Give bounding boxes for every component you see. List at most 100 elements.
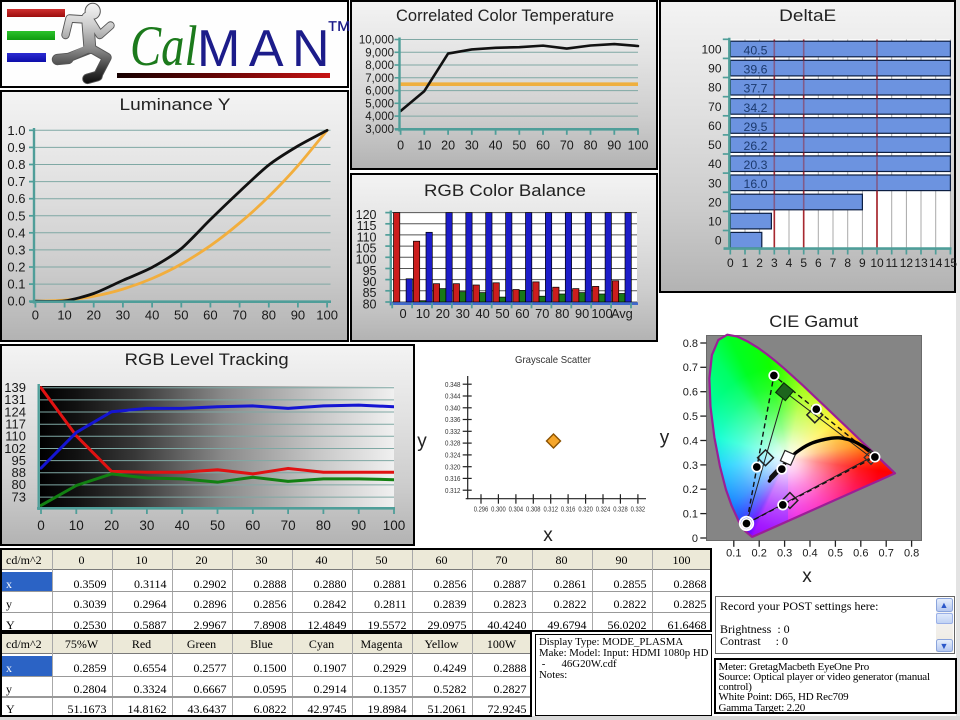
svg-text:Grayscale Scatter: Grayscale Scatter <box>515 354 591 366</box>
svg-text:60: 60 <box>515 306 529 321</box>
svg-text:0: 0 <box>692 533 698 545</box>
svg-text:4,000: 4,000 <box>365 111 394 123</box>
svg-text:0.6: 0.6 <box>853 548 868 560</box>
svg-text:30: 30 <box>139 518 154 533</box>
svg-text:0.4: 0.4 <box>802 548 817 560</box>
svg-text:12: 12 <box>900 256 914 270</box>
svg-text:0.308: 0.308 <box>526 505 541 514</box>
svg-text:8,000: 8,000 <box>365 60 394 72</box>
svg-text:Avg: Avg <box>611 306 633 321</box>
svg-text:90: 90 <box>607 139 621 153</box>
svg-text:RGB Level Tracking: RGB Level Tracking <box>125 351 289 369</box>
svg-text:40: 40 <box>475 306 489 321</box>
svg-text:100: 100 <box>316 308 338 323</box>
svg-text:10: 10 <box>417 139 431 153</box>
svg-text:3: 3 <box>771 256 778 270</box>
svg-text:95: 95 <box>363 264 377 278</box>
svg-text:73: 73 <box>12 489 26 504</box>
svg-text:0.328: 0.328 <box>613 505 628 514</box>
svg-text:0.316: 0.316 <box>445 474 461 483</box>
svg-text:0.6: 0.6 <box>7 191 25 206</box>
svg-text:0.320: 0.320 <box>578 505 593 514</box>
svg-text:50: 50 <box>174 308 188 323</box>
svg-text:0.340: 0.340 <box>445 403 461 412</box>
svg-text:100: 100 <box>701 43 721 57</box>
svg-text:0.2: 0.2 <box>752 548 767 560</box>
svg-text:50: 50 <box>512 139 526 153</box>
svg-text:30: 30 <box>465 139 479 153</box>
svg-text:115: 115 <box>357 219 377 233</box>
svg-text:0: 0 <box>397 139 404 153</box>
svg-text:80: 80 <box>584 139 598 153</box>
svg-text:88: 88 <box>12 465 26 480</box>
svg-text:37.7: 37.7 <box>744 82 768 96</box>
svg-text:DeltaE: DeltaE <box>779 7 836 25</box>
svg-text:15: 15 <box>944 256 958 270</box>
svg-text:13: 13 <box>914 256 928 270</box>
svg-text:0.328: 0.328 <box>445 439 461 448</box>
svg-text:85: 85 <box>363 286 377 300</box>
svg-text:80: 80 <box>12 477 26 492</box>
svg-text:0.312: 0.312 <box>543 505 558 514</box>
svg-text:0.5: 0.5 <box>683 411 698 423</box>
svg-text:0: 0 <box>32 308 39 323</box>
svg-text:0.324: 0.324 <box>445 450 461 459</box>
svg-text:16.0: 16.0 <box>744 177 768 191</box>
svg-text:30: 30 <box>116 308 130 323</box>
svg-text:0.304: 0.304 <box>509 505 524 514</box>
svg-text:60: 60 <box>245 518 260 533</box>
svg-text:40: 40 <box>145 308 159 323</box>
svg-text:26.2: 26.2 <box>744 139 768 153</box>
svg-text:70: 70 <box>535 306 549 321</box>
svg-text:10: 10 <box>416 306 430 321</box>
svg-text:y: y <box>660 428 670 449</box>
svg-text:80: 80 <box>316 518 331 533</box>
svg-text:5: 5 <box>800 256 807 270</box>
svg-text:5,000: 5,000 <box>365 98 394 110</box>
svg-text:34.2: 34.2 <box>744 101 768 115</box>
svg-text:0.1: 0.1 <box>683 509 698 521</box>
svg-text:10: 10 <box>708 215 722 229</box>
svg-text:0.0: 0.0 <box>7 294 25 309</box>
svg-text:124: 124 <box>4 404 26 419</box>
svg-text:6: 6 <box>815 256 822 270</box>
svg-text:50: 50 <box>495 306 509 321</box>
svg-text:0.348: 0.348 <box>445 380 461 389</box>
svg-text:60: 60 <box>708 119 722 133</box>
svg-text:20: 20 <box>708 195 722 209</box>
svg-text:y: y <box>417 431 427 452</box>
svg-text:0.332: 0.332 <box>445 427 461 436</box>
svg-text:117: 117 <box>5 416 26 431</box>
svg-text:60: 60 <box>536 139 550 153</box>
svg-text:0.9: 0.9 <box>7 140 25 155</box>
svg-text:40: 40 <box>175 518 190 533</box>
svg-text:70: 70 <box>232 308 246 323</box>
svg-text:Correlated Color Temperature: Correlated Color Temperature <box>396 7 614 25</box>
svg-text:0.6: 0.6 <box>683 387 698 399</box>
svg-text:0.2: 0.2 <box>683 484 698 496</box>
svg-text:8: 8 <box>844 256 851 270</box>
svg-text:3,000: 3,000 <box>365 124 394 136</box>
svg-text:100: 100 <box>383 518 406 533</box>
svg-text:7,000: 7,000 <box>365 73 394 85</box>
svg-text:0.3: 0.3 <box>7 242 25 257</box>
svg-text:39.6: 39.6 <box>744 63 768 77</box>
svg-text:14: 14 <box>929 256 943 270</box>
svg-text:80: 80 <box>262 308 276 323</box>
svg-text:0.324: 0.324 <box>596 505 611 514</box>
svg-text:0.8: 0.8 <box>904 548 919 560</box>
svg-text:11: 11 <box>885 256 898 270</box>
svg-text:95: 95 <box>12 453 26 468</box>
svg-text:30: 30 <box>456 306 470 321</box>
svg-text:0: 0 <box>37 518 45 533</box>
svg-text:7: 7 <box>830 256 837 270</box>
svg-text:0.2: 0.2 <box>7 260 25 275</box>
svg-text:0.5: 0.5 <box>828 548 843 560</box>
svg-text:30: 30 <box>708 176 722 190</box>
svg-text:110: 110 <box>5 429 26 444</box>
svg-text:105: 105 <box>356 241 377 255</box>
svg-text:1.0: 1.0 <box>7 123 25 138</box>
svg-text:6,000: 6,000 <box>365 86 394 98</box>
svg-text:20.3: 20.3 <box>744 158 768 172</box>
svg-text:110: 110 <box>357 230 377 244</box>
